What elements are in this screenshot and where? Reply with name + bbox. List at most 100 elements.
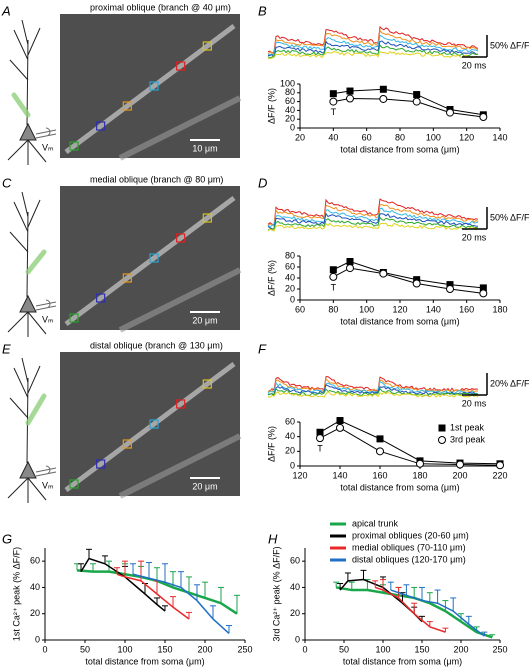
x-tick-label: 80	[395, 132, 405, 142]
neuron-schematic	[7, 19, 57, 165]
neuron-schematic	[7, 357, 57, 503]
roi-box	[96, 121, 106, 131]
legend-marker	[438, 436, 446, 444]
data-point	[416, 459, 424, 468]
image-title: medial oblique (branch @ 80 μm)	[90, 174, 223, 184]
x-tick-label: 20	[295, 132, 305, 142]
fluorescence-trace	[267, 44, 479, 59]
fluorescence-trace	[267, 212, 479, 230]
roi-box	[149, 419, 159, 429]
roi-box	[202, 213, 212, 223]
x-tick-label: 150	[157, 644, 172, 654]
x-tick-label: 160	[372, 470, 387, 480]
roi-box	[96, 459, 106, 469]
data-point	[329, 272, 338, 281]
x-tick-label: 60	[295, 304, 305, 314]
x-tick-label: 180	[492, 304, 507, 314]
x-tick-label: 0	[302, 644, 307, 654]
data-point	[346, 258, 354, 265]
series-line	[333, 88, 484, 116]
panel-letter: F	[258, 341, 267, 356]
panel-letter: H	[268, 531, 278, 546]
y-tick-label: 20	[30, 608, 40, 618]
fluorescence-trace	[267, 222, 479, 232]
dendrite	[7, 191, 47, 337]
x-tick-label: 250	[492, 644, 507, 654]
x-tick-label: 140	[426, 304, 441, 314]
fluorescence-trace	[267, 207, 479, 228]
x-tick-label: 200	[453, 644, 468, 654]
data-point	[446, 281, 454, 289]
annotation: T	[331, 282, 337, 292]
x-axis-label: total distance from soma (μm)	[340, 144, 459, 154]
highlighted-oblique	[11, 92, 31, 118]
fluorescence-trace	[267, 25, 479, 54]
trace-scale-label: 20 ms	[462, 398, 487, 408]
trace-scale-label: 50% ΔF/F	[490, 212, 529, 222]
roi-box	[176, 233, 186, 243]
roi-box	[202, 379, 212, 389]
y-tick-label: 20	[285, 446, 295, 456]
x-tick-label: 50	[80, 644, 90, 654]
y-tick-label: 80	[285, 250, 295, 260]
roi-box	[122, 101, 132, 111]
data-point	[413, 91, 421, 99]
neuron-schematic	[7, 191, 57, 337]
data-point	[336, 423, 344, 432]
roi-box	[149, 253, 159, 263]
fluorescence-trace	[267, 216, 479, 231]
x-tick-label: 180	[412, 470, 427, 480]
data-point	[496, 461, 504, 470]
y-tick-label: 40	[30, 582, 40, 592]
soma	[19, 122, 37, 141]
scale-bar-label: 10 μm	[192, 143, 217, 153]
data-point	[446, 108, 454, 117]
soma	[19, 460, 37, 479]
x-tick-label: 200	[452, 470, 467, 480]
panel-letter: D	[258, 175, 267, 190]
series-line	[116, 573, 190, 620]
roi-box	[149, 81, 159, 91]
data-point	[446, 285, 454, 293]
data-point	[346, 87, 354, 95]
series-line	[333, 267, 484, 294]
scale-bar-label: 20 μm	[192, 315, 217, 325]
roi-box	[122, 273, 132, 283]
x-tick-label: 40	[328, 132, 338, 142]
panel-letter: A	[1, 3, 11, 18]
roi-box	[176, 399, 186, 409]
highlighted-oblique	[25, 393, 47, 426]
x-tick-label: 120	[459, 132, 474, 142]
roi-box	[69, 313, 79, 323]
x-tick-label: 220	[492, 470, 507, 480]
y-axis-label: 1st Ca²⁺ peak (% ΔF/F)	[11, 547, 21, 641]
y-tick-label: 60	[290, 556, 300, 566]
y-tick-label: 80	[285, 87, 295, 97]
x-tick-label: 50	[339, 644, 349, 654]
panel-letter: B	[258, 3, 267, 18]
x-tick-label: 250	[237, 644, 252, 654]
data-point	[316, 434, 324, 443]
electrode	[35, 465, 57, 477]
x-axis-label: total distance from soma (μm)	[85, 656, 204, 666]
dendrite-branch	[118, 267, 242, 333]
y-tick-label: 40	[285, 105, 295, 115]
series-line	[339, 578, 423, 623]
fluorescence-trace	[267, 378, 479, 394]
fluorescence-trace	[267, 203, 479, 228]
x-tick-label: 160	[459, 304, 474, 314]
x-tick-label: 200	[197, 644, 212, 654]
data-point	[316, 428, 324, 436]
fluorescence-trace	[267, 40, 479, 59]
y-tick-label: 40	[290, 582, 300, 592]
y-tick-label: 20	[285, 283, 295, 293]
data-point	[329, 90, 337, 98]
legend-label: 1st peak	[450, 422, 485, 432]
series-line	[333, 260, 484, 289]
y-tick-label: 20	[285, 114, 295, 124]
electrode	[35, 127, 57, 139]
data-point	[479, 284, 487, 292]
legend-label: proximal obliques (20-60 μm)	[352, 530, 469, 540]
data-point	[456, 460, 464, 469]
